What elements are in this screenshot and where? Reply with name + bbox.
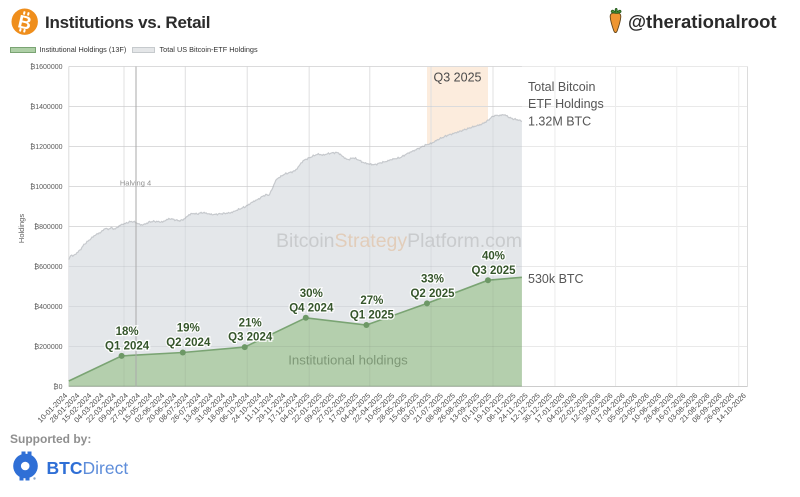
svg-text:27%: 27% (360, 295, 383, 307)
svg-text:19%: 19% (177, 323, 200, 335)
svg-text:Halving 4: Halving 4 (120, 179, 151, 188)
svg-text:Q4 2024: Q4 2024 (289, 302, 334, 314)
svg-text:Holdings: Holdings (17, 214, 26, 243)
svg-text:Institutional holdings: Institutional holdings (288, 353, 408, 368)
svg-text:30%: 30% (300, 288, 323, 300)
svg-text:BitcoinStrategyPlatform.com: BitcoinStrategyPlatform.com (276, 230, 522, 252)
svg-text:₿1200000: ₿1200000 (30, 143, 63, 151)
svg-text:Q2 2024: Q2 2024 (166, 337, 211, 349)
svg-text:₿1400000: ₿1400000 (30, 103, 63, 111)
svg-text:40%: 40% (482, 250, 505, 262)
svg-text:₿600000: ₿600000 (34, 263, 63, 271)
svg-text:Q3 2025: Q3 2025 (471, 265, 516, 277)
svg-text:₿200000: ₿200000 (34, 343, 63, 351)
svg-text:Q1 2024: Q1 2024 (105, 341, 150, 353)
svg-text:Q3 2024: Q3 2024 (228, 332, 273, 344)
svg-text:Q1 2025: Q1 2025 (350, 310, 395, 322)
svg-text:21%: 21% (239, 317, 262, 329)
svg-text:₿400000: ₿400000 (34, 303, 63, 311)
svg-text:18%: 18% (116, 326, 139, 338)
svg-text:BTC: BTC (47, 458, 83, 478)
svg-text:Direct: Direct (83, 458, 129, 478)
svg-text:Q2 2025: Q2 2025 (410, 288, 455, 300)
svg-text:₿1000000: ₿1000000 (30, 183, 63, 191)
svg-text:1.32M BTC: 1.32M BTC (528, 115, 591, 129)
svg-text:₿1600000: ₿1600000 (30, 63, 63, 71)
svg-text:Q3 2025: Q3 2025 (434, 71, 482, 85)
svg-text:ETF Holdings: ETF Holdings (528, 97, 604, 111)
svg-text:₿800000: ₿800000 (34, 223, 63, 231)
svg-text:₿0: ₿0 (53, 383, 62, 391)
svg-text:Total Bitcoin: Total Bitcoin (528, 80, 595, 94)
svg-text:33%: 33% (421, 274, 444, 286)
svg-text:B: B (16, 10, 34, 33)
svg-text:530k BTC: 530k BTC (528, 272, 584, 286)
